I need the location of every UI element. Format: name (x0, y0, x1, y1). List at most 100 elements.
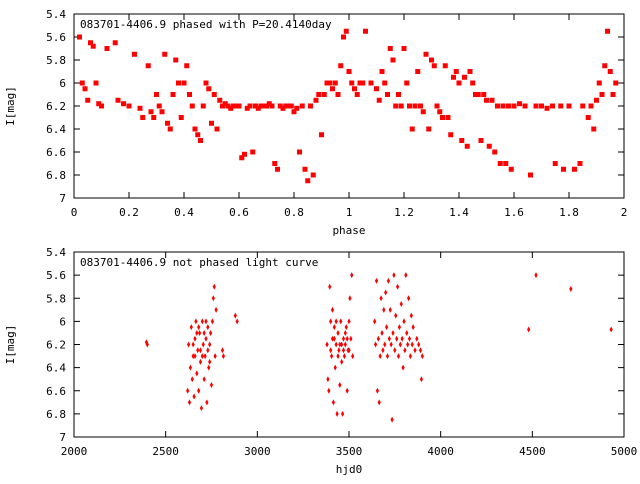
x-tick-label: 4500 (519, 445, 546, 458)
data-point (140, 115, 146, 120)
data-point (338, 381, 342, 388)
data-point (393, 347, 397, 354)
data-point (602, 63, 608, 69)
data-point (115, 97, 121, 103)
data-point (195, 329, 199, 336)
data-point (209, 120, 214, 126)
data-point (409, 126, 415, 132)
data-point (280, 105, 286, 111)
data-point (392, 272, 396, 279)
data-point (585, 115, 591, 120)
data-point (330, 335, 335, 342)
data-point (336, 353, 340, 360)
data-point (192, 126, 198, 132)
data-point (360, 80, 366, 86)
data-point (200, 318, 204, 325)
data-point (552, 161, 558, 166)
x-tick-label: 3500 (336, 445, 363, 458)
data-point (200, 103, 206, 109)
y-tick-label: 5.4 (46, 246, 66, 259)
data-point (269, 103, 275, 109)
data-point (534, 272, 538, 279)
data-point (459, 138, 465, 143)
plot-frame (73, 251, 625, 438)
data-point (329, 347, 333, 354)
data-point (332, 335, 336, 342)
data-point (470, 80, 476, 86)
data-point (334, 341, 338, 348)
data-point (410, 341, 414, 348)
y-tick-label: 6.2 (46, 339, 66, 352)
data-point (193, 335, 197, 342)
data-point (407, 335, 412, 342)
data-point (112, 40, 118, 46)
data-point (382, 80, 388, 86)
x-tick-label: 0.8 (284, 206, 304, 219)
data-point (503, 161, 509, 166)
data-point (190, 376, 194, 383)
data-point (343, 28, 349, 34)
y-tick-label: 6.2 (46, 100, 66, 113)
data-point (384, 289, 388, 296)
data-point (82, 86, 88, 92)
data-point (325, 341, 329, 348)
data-point (188, 364, 193, 371)
data-point (198, 358, 203, 365)
data-point (200, 353, 204, 360)
data-point (486, 143, 492, 149)
data-point (347, 347, 351, 354)
data-point (391, 329, 395, 336)
data-point (403, 347, 407, 354)
data-point (577, 161, 583, 166)
data-point (197, 329, 202, 336)
data-point (239, 155, 245, 161)
data-point (302, 166, 308, 172)
data-point (291, 109, 297, 115)
data-point (286, 103, 291, 109)
data-point (596, 80, 602, 86)
data-point (228, 105, 234, 111)
data-point (572, 166, 577, 172)
data-point (394, 312, 398, 319)
data-point (221, 353, 226, 360)
data-point (332, 324, 336, 331)
data-point (331, 399, 336, 406)
data-point (321, 92, 327, 97)
data-point (409, 312, 413, 319)
data-point (231, 103, 236, 109)
data-point (250, 149, 256, 155)
data-point (383, 341, 387, 348)
data-point (194, 318, 198, 325)
data-point (440, 115, 445, 120)
data-point (489, 97, 495, 103)
data-point (277, 103, 283, 109)
data-point (395, 283, 400, 290)
data-point (539, 103, 544, 109)
x-axis-label: phase (332, 224, 365, 237)
plot-panel-2: 2000 2500 3000 3500 4000 4500 5000 5.4 5.6 5.8 6 6.… (4, 246, 637, 476)
x-tick-label: 2000 (61, 445, 88, 458)
x-axis-label: hjd0 (336, 463, 363, 476)
data-point (385, 353, 390, 360)
data-point (336, 329, 340, 336)
data-point (205, 399, 209, 406)
data-point (132, 51, 137, 57)
data-point (419, 376, 424, 383)
data-point (154, 92, 159, 97)
data-series (144, 272, 613, 423)
data-point (217, 97, 223, 103)
data-point (508, 166, 514, 172)
data-point (192, 393, 196, 400)
data-point (225, 103, 231, 109)
data-point (456, 80, 462, 86)
data-point (162, 51, 168, 57)
data-point (327, 387, 331, 394)
data-point (187, 399, 192, 406)
data-point (610, 92, 616, 97)
data-point (348, 295, 352, 302)
data-point (400, 335, 404, 342)
data-point (85, 97, 91, 103)
y-tick-label: 5.8 (46, 292, 66, 305)
data-point (213, 353, 217, 360)
data-series (77, 28, 619, 184)
